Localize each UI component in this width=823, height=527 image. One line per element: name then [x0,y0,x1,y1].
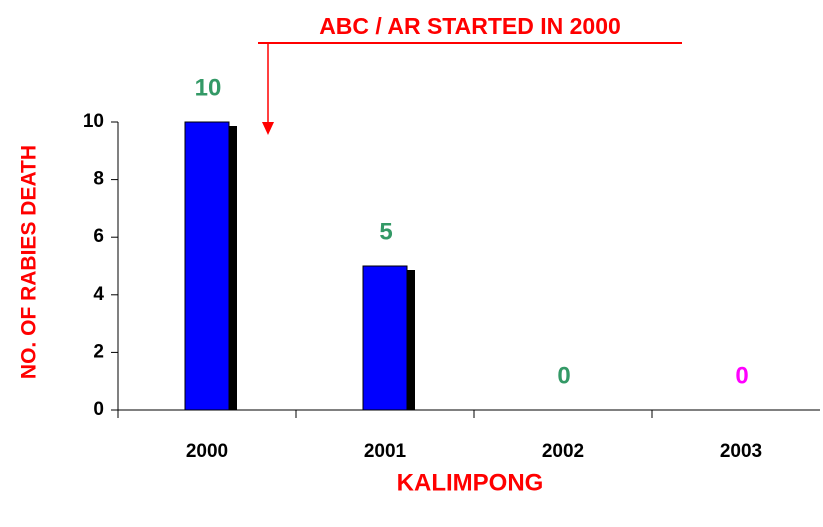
value-label: 10 [195,74,222,101]
x-tick-label: 2002 [542,441,584,462]
x-axis-label: KALIMPONG [397,469,544,496]
bar [184,121,230,411]
value-label: 0 [735,362,748,389]
y-tick-label: 2 [93,341,104,362]
y-tick-label: 10 [83,111,104,132]
bar [362,265,408,411]
annotation-arrowhead [262,122,274,135]
annotation: ABC / AR STARTED IN 2000 [319,13,621,39]
value-label: 0 [557,362,570,389]
x-tick-label: 2000 [186,441,228,462]
value-label: 5 [379,218,392,245]
y-tick-label: 0 [93,399,104,420]
y-axis-label: NO. OF RABIES DEATH [18,145,41,379]
y-tick-label: 6 [93,226,104,247]
x-tick-label: 2001 [364,441,407,462]
y-tick-label: 4 [93,284,104,305]
x-tick-label: 2003 [720,441,762,462]
y-tick-label: 8 [93,169,104,190]
